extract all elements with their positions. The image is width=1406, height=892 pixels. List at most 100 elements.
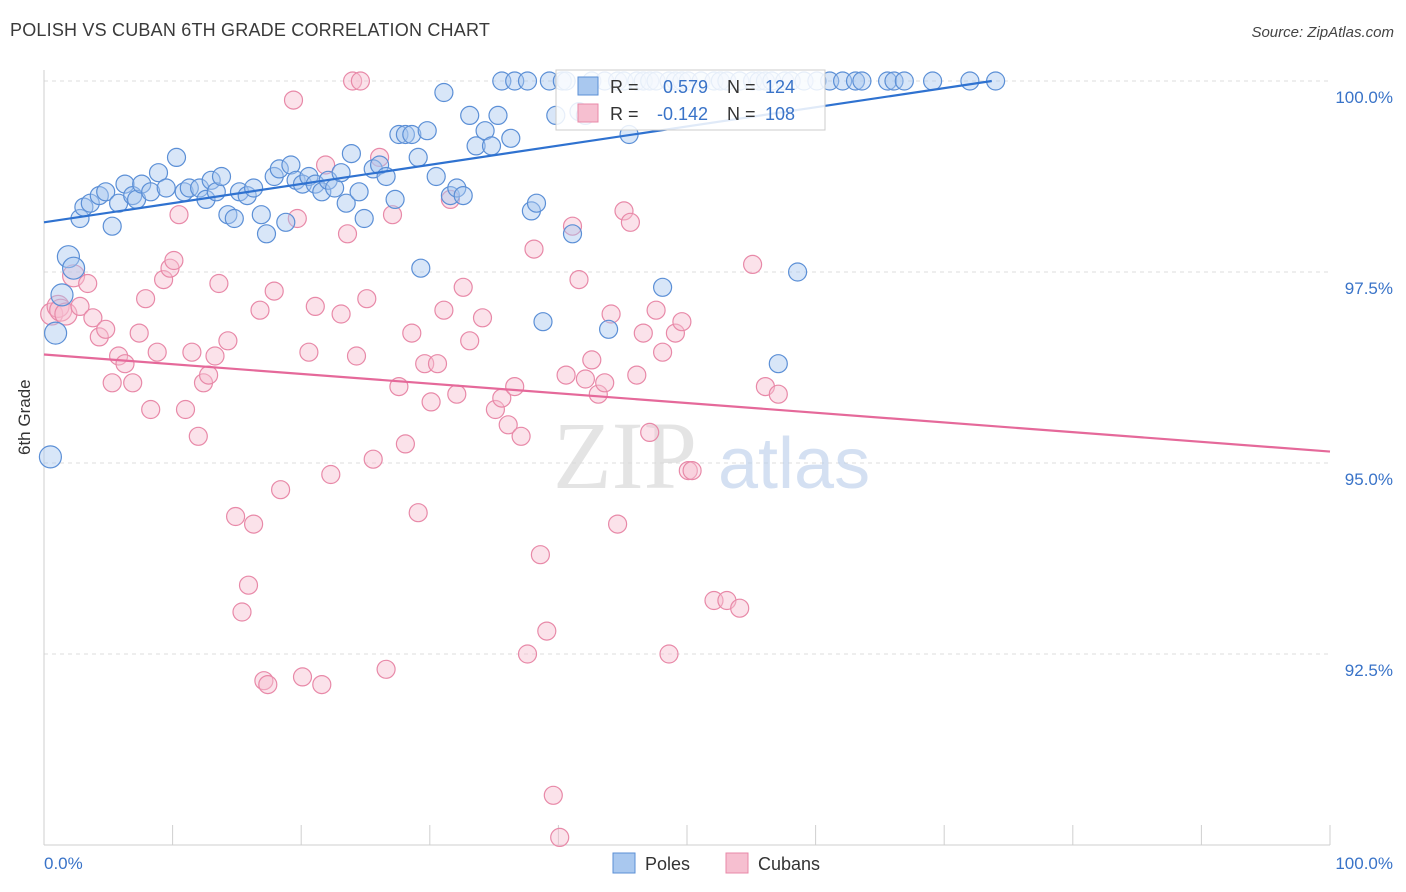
cubans-point xyxy=(188,426,208,446)
cubans-point xyxy=(730,598,750,618)
poles-point xyxy=(156,178,176,198)
cubans-point xyxy=(136,289,156,309)
cubans-point xyxy=(129,323,149,343)
poles-point xyxy=(43,321,68,345)
cubans-point xyxy=(640,422,660,442)
cubans-point xyxy=(123,373,143,393)
cubans-point xyxy=(614,201,634,221)
y-tick-label: 100.0% xyxy=(1335,88,1393,107)
poles-point xyxy=(894,71,914,91)
poles-point xyxy=(562,224,583,244)
cubans-point xyxy=(646,300,666,320)
cubans-point xyxy=(633,323,653,343)
poles-point xyxy=(466,136,486,156)
cubans-point xyxy=(682,461,702,481)
poles-point xyxy=(481,136,502,156)
poles-point xyxy=(96,182,116,202)
cubans-point xyxy=(357,289,377,309)
poles-trend-line xyxy=(43,79,992,224)
cubans-point xyxy=(83,308,103,328)
bottom-legend: Poles Cubans xyxy=(612,852,820,874)
poles-point xyxy=(179,178,199,198)
cubans-point xyxy=(550,827,570,848)
cubans-point xyxy=(498,415,518,435)
bottom-legend-cubans-swatch xyxy=(725,852,749,874)
legend-cubans-swatch xyxy=(577,103,599,123)
poles-point xyxy=(845,71,866,91)
cubans-point xyxy=(147,342,167,362)
poles-point xyxy=(370,155,390,175)
poles-point xyxy=(787,262,808,282)
cubans-point xyxy=(595,373,615,393)
cubans-point xyxy=(543,785,563,805)
cubans-point xyxy=(78,273,98,294)
cubans-point xyxy=(472,308,493,328)
cubans-point xyxy=(370,147,390,167)
legend-cubans-n-label: N = xyxy=(727,104,756,124)
cubans-point xyxy=(292,667,313,687)
cubans-point xyxy=(70,296,90,316)
cubans-point xyxy=(226,506,246,527)
cubans-point xyxy=(447,384,467,404)
cubans-point xyxy=(659,644,679,664)
cubans-point xyxy=(569,270,589,290)
cubans-point xyxy=(562,216,583,236)
source-label: Source: ZipAtlas.com xyxy=(1251,24,1394,41)
cubans-point xyxy=(218,331,238,351)
bottom-legend-poles-label: Poles xyxy=(645,854,690,874)
cubans-point xyxy=(182,342,202,362)
cubans-point xyxy=(250,300,270,320)
cubans-point xyxy=(305,296,325,316)
poles-point xyxy=(447,178,467,198)
poles-point xyxy=(211,166,232,187)
cubans-point xyxy=(601,304,621,324)
cubans-point xyxy=(299,342,319,362)
poles-point xyxy=(299,166,319,187)
bottom-legend-poles-swatch xyxy=(612,852,636,874)
cubans-point xyxy=(453,277,473,297)
legend-frame xyxy=(555,69,826,131)
cubans-point xyxy=(665,323,686,343)
cubans-point xyxy=(408,503,428,523)
cubans-point xyxy=(511,426,531,446)
legend-poles-r-label: R = xyxy=(610,77,639,97)
poles-point xyxy=(533,312,553,332)
poles-point xyxy=(488,105,508,126)
bottom-legend-cubans-label: Cubans xyxy=(758,854,820,874)
cubans-point xyxy=(271,480,291,500)
cubans-point xyxy=(537,621,557,641)
x-tick-label-right: 100.0% xyxy=(1335,854,1393,873)
cubans-point xyxy=(169,205,189,225)
cubans-point xyxy=(768,384,788,404)
cubans-point xyxy=(154,270,174,290)
poles-point xyxy=(402,124,422,145)
cubans-trend-line xyxy=(43,353,1331,453)
cubans-point xyxy=(421,392,441,412)
cubans-point xyxy=(89,327,109,347)
grid-lines xyxy=(44,80,1330,655)
chart-title: POLISH VS CUBAN 6TH GRADE CORRELATION CH… xyxy=(10,20,491,40)
trend-lines xyxy=(43,79,1331,453)
poles-point xyxy=(395,124,415,145)
cubans-point xyxy=(607,514,628,534)
poles-point xyxy=(141,182,161,202)
cubans-point xyxy=(343,71,363,91)
poles-point xyxy=(453,186,473,206)
cubans-point xyxy=(238,575,259,595)
cubans-series xyxy=(40,71,788,848)
cubans-point xyxy=(434,300,454,320)
cubans-point xyxy=(264,281,284,301)
cubans-point xyxy=(96,319,116,339)
cubans-point xyxy=(530,545,551,565)
cubans-point xyxy=(524,239,544,259)
cubans-point xyxy=(672,312,692,332)
poles-point xyxy=(434,82,454,103)
poles-point xyxy=(281,155,301,175)
cubans-point xyxy=(460,331,480,351)
cubans-point xyxy=(517,644,538,664)
cubans-point xyxy=(102,373,122,393)
cubans-point xyxy=(575,369,596,389)
cubans-point xyxy=(199,365,219,385)
cubans-point xyxy=(331,304,351,324)
cubans-point xyxy=(283,90,304,110)
